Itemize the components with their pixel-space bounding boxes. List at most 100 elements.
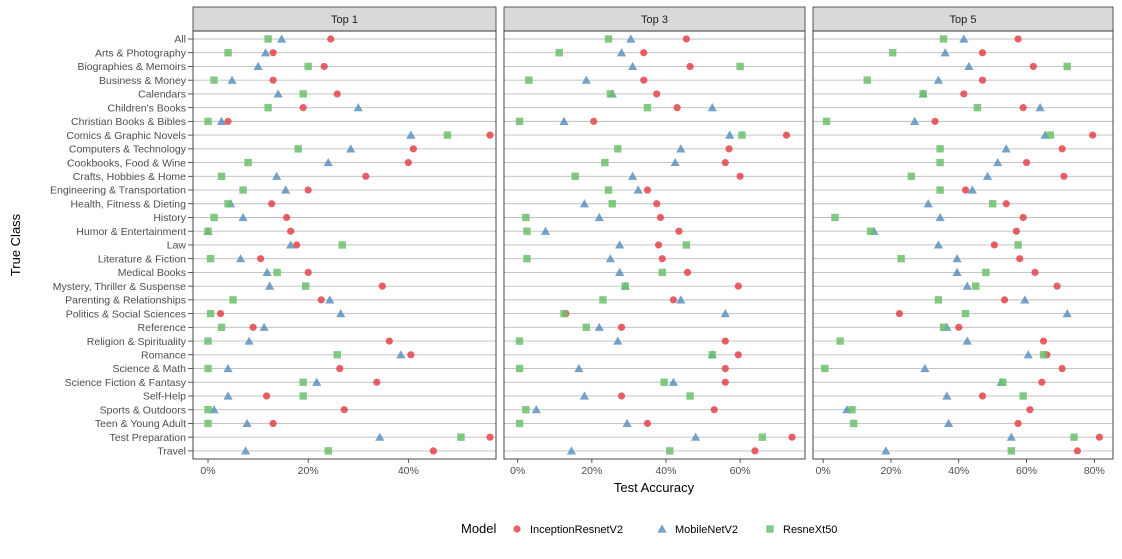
data-point <box>640 49 648 57</box>
data-point <box>312 377 322 386</box>
y-tick-label: Science & Math <box>112 363 186 375</box>
y-axis-title: True Class <box>8 213 23 276</box>
data-point <box>1020 295 1030 304</box>
chart-panels: Top 1 0% 20% 40% Top 3 0% 20% 40% 60% Top 5 0% 20% 4… <box>192 6 1114 477</box>
y-tick-label: Arts & Photography <box>95 47 187 59</box>
data-point <box>933 240 944 249</box>
x-tick-label: 40% <box>398 465 419 477</box>
data-point <box>249 323 257 331</box>
data-point <box>1014 35 1022 43</box>
data-point <box>686 62 694 71</box>
data-point <box>238 212 248 222</box>
data-point <box>560 309 568 318</box>
data-point <box>601 158 609 167</box>
data-point <box>940 48 950 57</box>
data-point <box>831 213 839 222</box>
data-point <box>216 310 225 318</box>
data-point <box>934 296 943 304</box>
data-point <box>265 281 275 290</box>
y-tick-label: Calendars <box>138 89 186 101</box>
data-point <box>653 90 661 98</box>
data-point <box>1073 447 1082 455</box>
data-point <box>710 406 718 414</box>
data-point <box>933 75 944 84</box>
data-point <box>962 336 972 345</box>
data-point <box>522 213 530 222</box>
data-point <box>240 446 251 455</box>
data-point <box>378 282 386 290</box>
data-point <box>1031 268 1039 277</box>
data-point <box>242 418 252 428</box>
data-point <box>990 241 998 249</box>
data-point <box>1063 62 1071 71</box>
data-point <box>606 90 615 98</box>
data-point <box>210 76 218 84</box>
data-point <box>782 131 791 139</box>
data-point <box>1000 296 1009 304</box>
data-point <box>682 241 691 249</box>
facet-strip <box>812 6 1114 32</box>
data-point <box>224 200 232 208</box>
y-tick-label: Teen & Young Adult <box>95 418 186 430</box>
data-point <box>788 433 796 441</box>
data-point <box>1007 447 1016 455</box>
data-point <box>269 49 277 57</box>
data-point <box>340 406 348 414</box>
data-point <box>269 76 277 84</box>
legend-title: Model <box>461 521 497 536</box>
data-point <box>579 199 590 208</box>
x-tick-label: 60% <box>730 465 751 477</box>
data-point <box>939 35 948 43</box>
y-tick-label: Romance <box>141 349 186 361</box>
y-tick-label: Engineering & Transportation <box>50 185 186 197</box>
data-point <box>229 296 237 304</box>
data-point <box>443 131 452 139</box>
facet-panel: Top 5 0% 20% 40% 60% 80% <box>812 6 1114 477</box>
data-point <box>396 350 406 359</box>
legend-key <box>657 524 667 533</box>
panel-border <box>812 30 1114 460</box>
data-point <box>621 282 629 290</box>
data-point <box>660 378 668 386</box>
data-point <box>1038 378 1046 386</box>
data-point <box>582 323 590 332</box>
data-point <box>1095 433 1104 441</box>
data-point <box>617 323 626 331</box>
data-point <box>978 392 987 400</box>
data-point <box>653 200 661 208</box>
data-point <box>1035 103 1045 112</box>
data-point <box>566 446 577 455</box>
legend-key <box>766 525 774 533</box>
data-point <box>1023 350 1033 359</box>
data-point <box>486 433 494 441</box>
data-point <box>217 323 226 332</box>
data-point <box>1039 351 1048 359</box>
data-point <box>1060 172 1068 180</box>
facet-strip-label: Top 1 <box>331 14 358 26</box>
x-tick-label: 40% <box>655 465 676 477</box>
data-point <box>409 145 417 153</box>
y-tick-label: Reference <box>138 322 187 334</box>
data-point <box>939 323 948 332</box>
legend-label: InceptionResnetV2 <box>530 524 623 536</box>
x-axis-title: Test Accuracy <box>614 480 695 495</box>
data-point <box>304 186 312 194</box>
data-point <box>935 212 945 222</box>
data-point <box>658 255 666 263</box>
data-point <box>599 296 607 304</box>
data-point <box>1006 432 1016 441</box>
data-point <box>268 200 276 208</box>
data-point <box>676 144 686 153</box>
legend: Model InceptionResnetV2 MobileNetV2 ResneX… <box>461 521 837 536</box>
data-point <box>897 254 905 263</box>
data-point <box>676 295 686 304</box>
data-point <box>293 241 301 249</box>
legend-label: ResneXt50 <box>783 524 837 536</box>
y-tick-label: Comics & Graphic Novels <box>66 130 186 142</box>
data-point <box>658 268 666 277</box>
y-tick-label: History <box>153 212 186 224</box>
data-point <box>362 172 370 180</box>
facet-panel: Top 1 0% 20% 40% <box>192 6 497 477</box>
y-tick-label: All <box>174 34 186 46</box>
data-point <box>571 172 579 180</box>
